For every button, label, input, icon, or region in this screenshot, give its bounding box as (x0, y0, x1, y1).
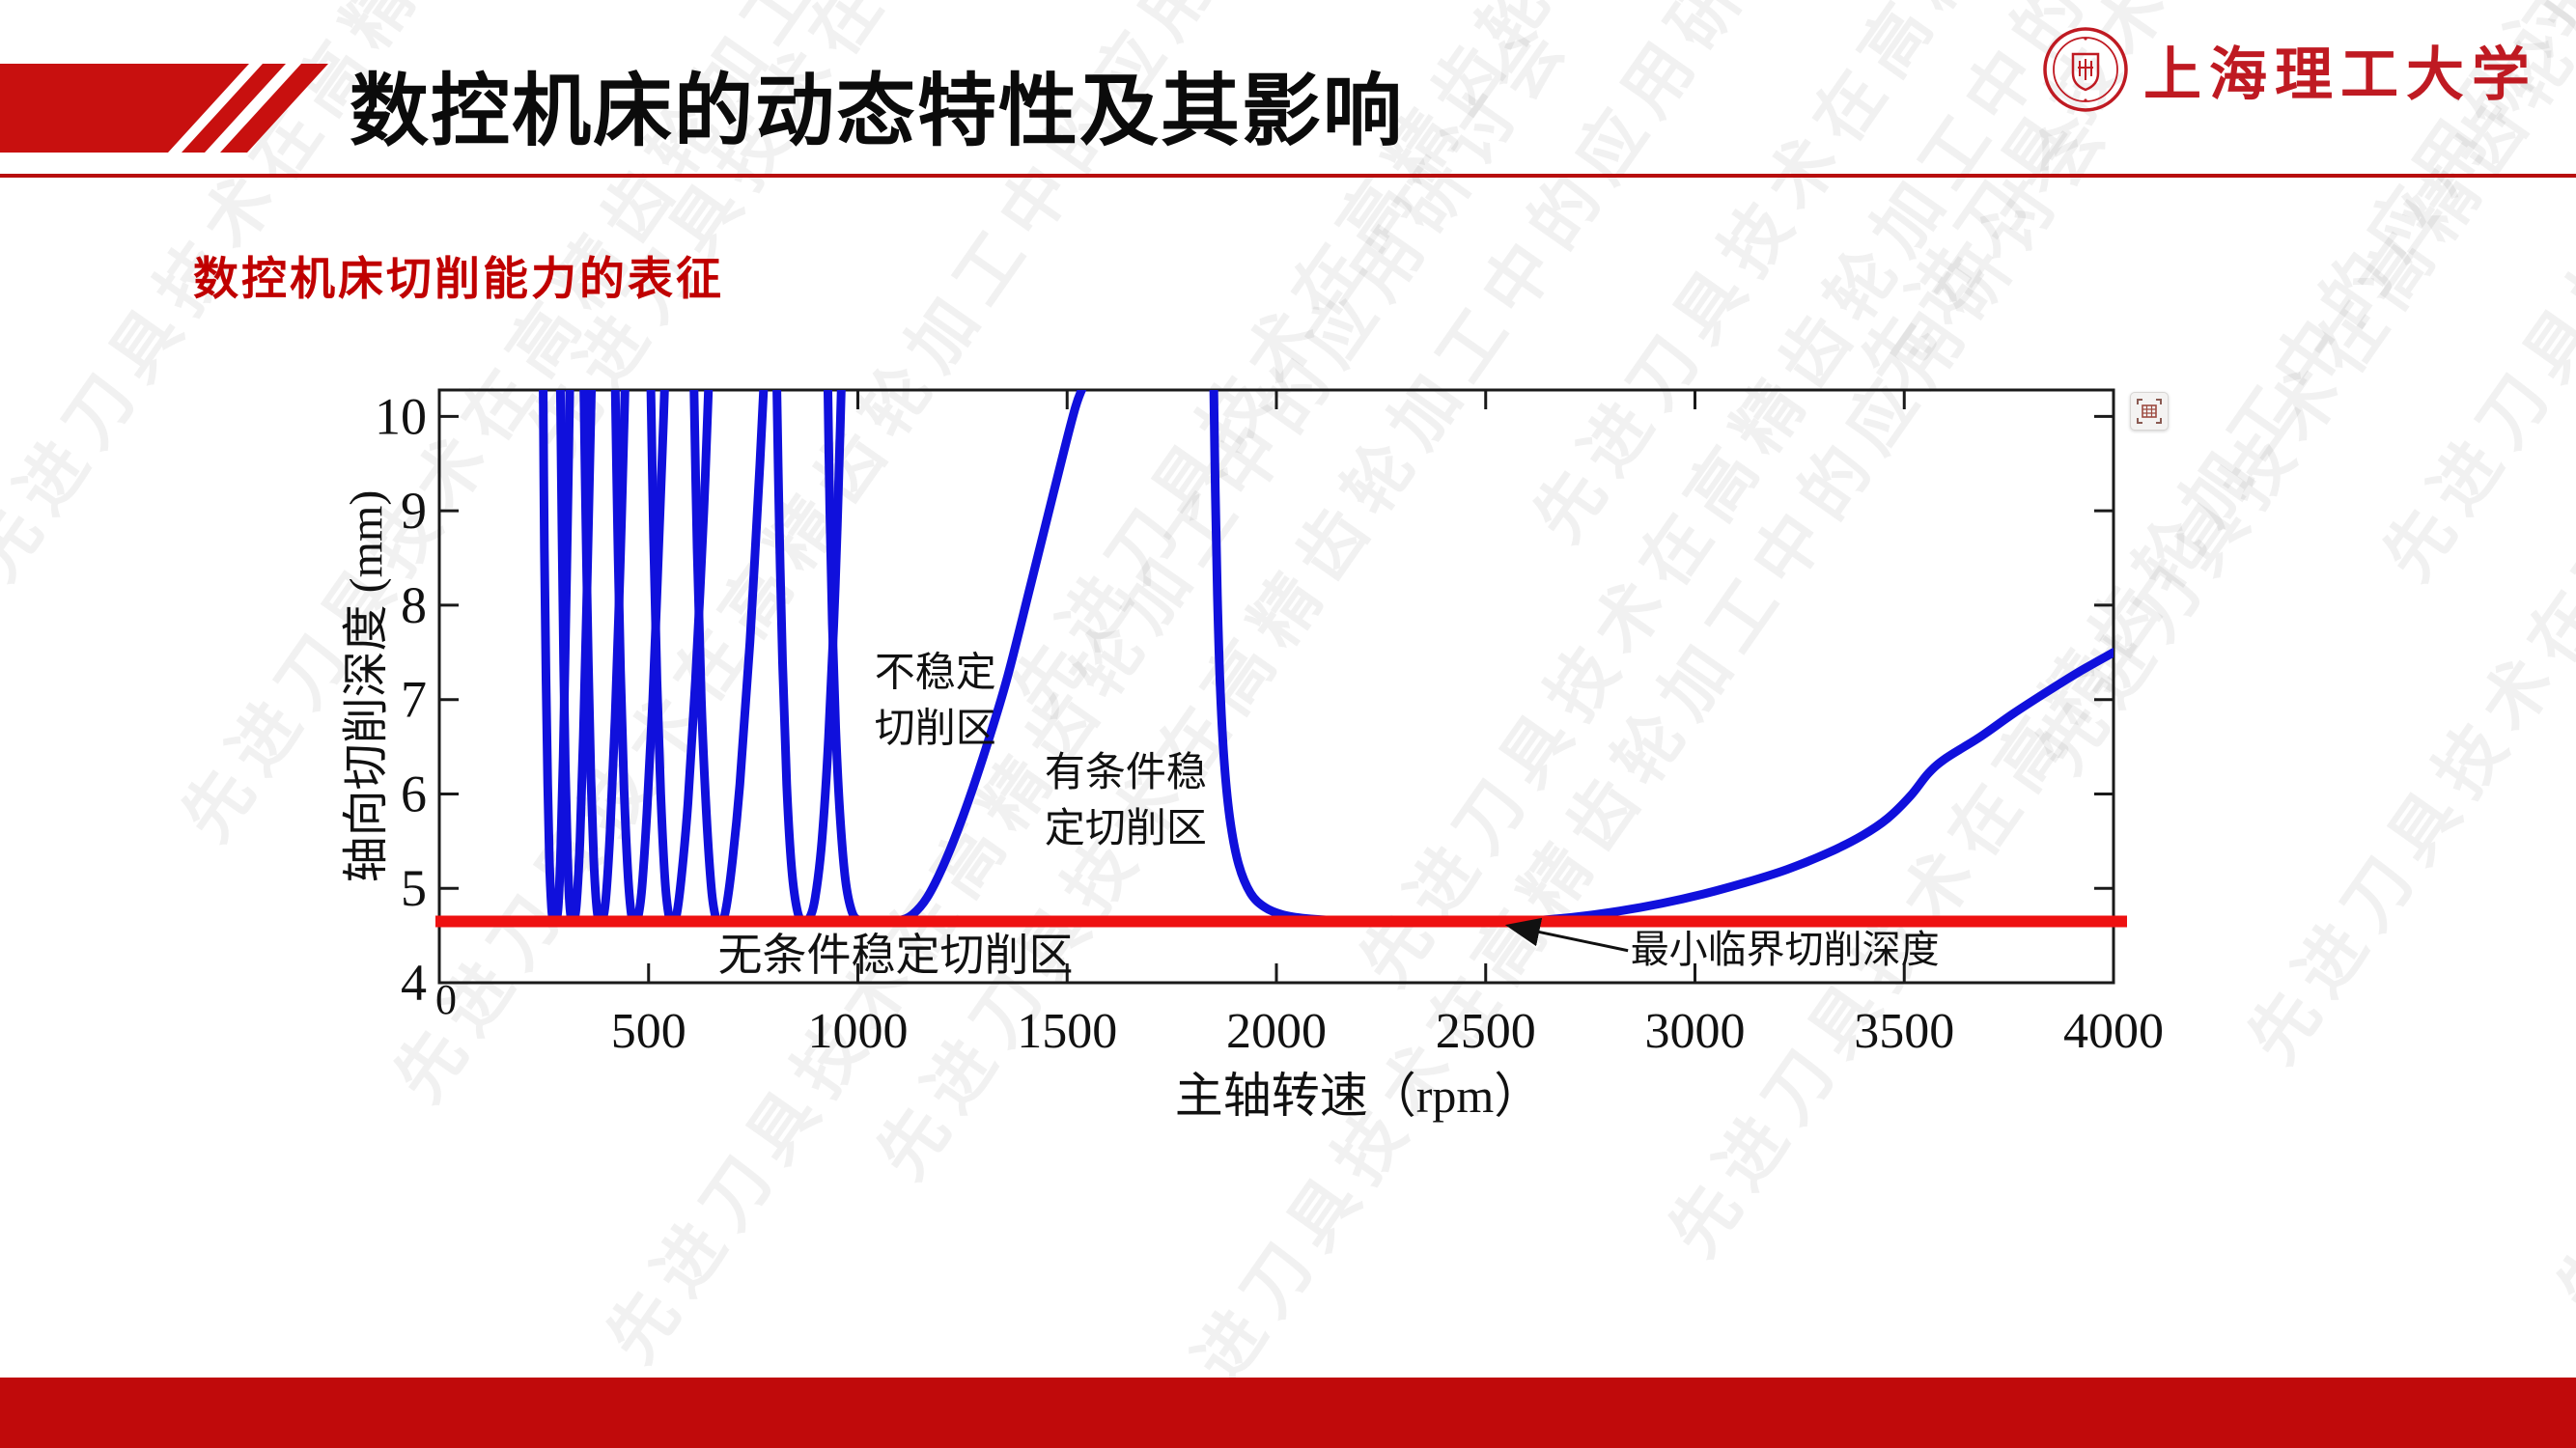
y-tick-label: 7 (401, 671, 427, 729)
conditionally-stable-zone: 有条件稳定切削区 (1045, 751, 1207, 851)
unconditionally-stable-zone: 无条件稳定切削区 (718, 931, 1074, 980)
header: 数控机床的动态特性及其影响 上海理工大学 (0, 0, 2576, 180)
x-tick-label: 500 (611, 1004, 686, 1059)
y-tick-label: 8 (401, 576, 427, 634)
x-tick-label: 4000 (2063, 1004, 2164, 1059)
y-tick-label: 6 (401, 765, 427, 822)
y-tick-label: 10 (375, 387, 427, 445)
min-critical-depth-arrow (1504, 917, 1629, 953)
x-tick-label: 2500 (1436, 1004, 1536, 1059)
origin-label: 0 (435, 976, 457, 1023)
footer-bar (0, 1378, 2576, 1448)
min-critical-depth-label: 最小临界切削深度 (1631, 928, 1940, 971)
section-subtitle: 数控机床切削能力的表征 (193, 253, 724, 304)
university-seal-icon (2043, 27, 2128, 112)
x-tick-label: 2000 (1226, 1004, 1327, 1059)
lobe-curves (539, 390, 2114, 928)
unstable-zone: 不稳定切削区 (875, 650, 996, 751)
x-tick-label: 3000 (1645, 1004, 1746, 1059)
y-axis-label: 轴向切削深度 (mm) (341, 490, 392, 883)
header-underline (0, 174, 2576, 178)
y-tick-label: 5 (401, 859, 427, 917)
university-logo: 上海理工大学 (2041, 21, 2537, 118)
x-tick-label: 1000 (808, 1004, 909, 1059)
stability-lobe-9 (1209, 390, 2114, 927)
table-capture-icon[interactable] (2130, 392, 2169, 431)
page-title: 数控机床的动态特性及其影响 (350, 68, 1405, 155)
plot-frame (437, 388, 2115, 985)
x-tick-label: 1500 (1017, 1004, 1117, 1059)
header-stripe-ornament (0, 64, 328, 153)
y-tick-label: 4 (401, 954, 427, 1012)
x-axis-label: 主轴转速（rpm） (1175, 1069, 1543, 1123)
university-name: 上海理工大学 (2143, 42, 2537, 107)
x-tick-label: 3500 (1854, 1004, 1954, 1059)
y-tick-label: 9 (401, 482, 427, 540)
